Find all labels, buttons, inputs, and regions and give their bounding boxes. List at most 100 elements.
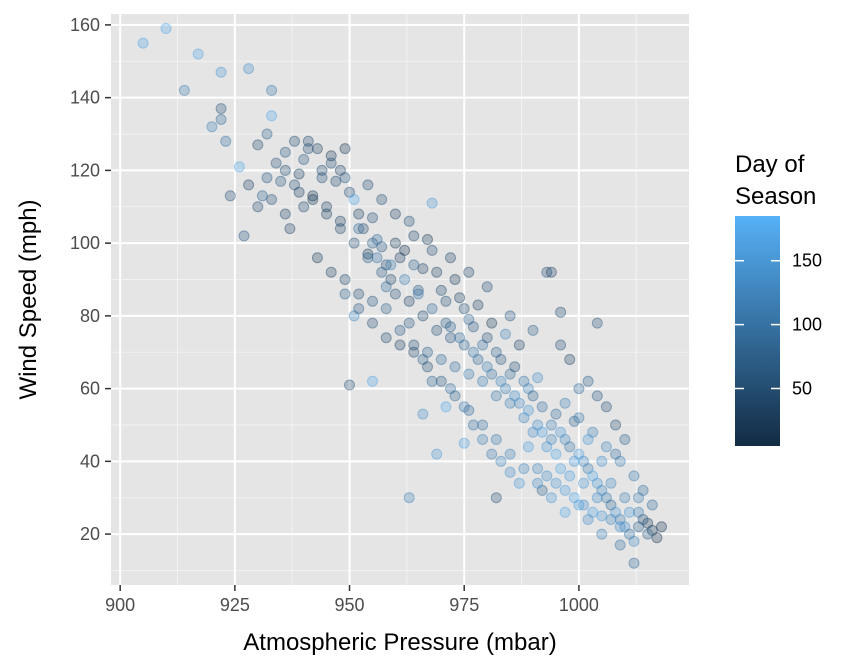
data-point xyxy=(454,332,466,344)
data-point xyxy=(362,252,374,264)
data-point xyxy=(458,339,470,351)
data-point xyxy=(440,295,452,307)
data-point xyxy=(252,201,264,213)
data-point xyxy=(550,408,562,420)
data-point xyxy=(367,295,378,307)
data-point xyxy=(596,528,608,540)
data-point xyxy=(302,143,314,155)
data-point xyxy=(449,361,461,373)
data-point xyxy=(614,455,626,467)
data-point xyxy=(490,434,502,445)
data-point xyxy=(573,499,585,511)
x-axis: 900 925 950 975 1000 xyxy=(105,585,599,615)
data-point xyxy=(380,303,392,315)
data-point xyxy=(623,506,635,518)
data-point xyxy=(596,510,608,522)
data-points xyxy=(137,23,667,569)
x-tick-label: 1000 xyxy=(559,595,599,615)
data-point xyxy=(564,470,576,482)
data-point xyxy=(339,143,351,155)
data-point xyxy=(591,317,603,329)
data-point xyxy=(458,303,470,315)
data-point xyxy=(568,455,580,467)
data-point xyxy=(215,114,227,125)
y-tick-label: 100 xyxy=(70,233,100,253)
data-point xyxy=(371,252,383,264)
data-point xyxy=(224,190,236,202)
data-point xyxy=(431,324,443,336)
major-gridlines xyxy=(111,14,689,585)
data-point xyxy=(527,426,539,438)
data-point xyxy=(509,390,521,402)
data-point xyxy=(389,288,401,300)
data-point xyxy=(633,521,644,533)
data-point xyxy=(389,208,401,220)
data-point xyxy=(559,506,571,518)
data-point xyxy=(490,346,502,358)
color-legend: Day of Season 50 100 150 xyxy=(735,151,822,446)
y-tick-label: 160 xyxy=(70,15,100,35)
y-axis: 20 40 60 80 100 120 140 160 xyxy=(70,15,111,544)
data-point xyxy=(408,346,420,358)
data-point xyxy=(353,223,365,235)
data-point xyxy=(633,492,644,504)
data-point xyxy=(445,321,456,333)
y-tick-label: 120 xyxy=(70,160,100,180)
data-point xyxy=(463,368,475,380)
data-point xyxy=(463,314,475,325)
data-point xyxy=(298,201,310,213)
data-point xyxy=(435,284,447,296)
data-point xyxy=(330,175,342,187)
data-point xyxy=(275,175,287,187)
data-point xyxy=(178,84,190,96)
data-point xyxy=(486,448,498,460)
data-point xyxy=(137,37,149,49)
data-point xyxy=(495,354,507,365)
data-point xyxy=(325,150,337,162)
data-point xyxy=(376,266,388,278)
data-point xyxy=(463,404,475,416)
data-point xyxy=(527,390,539,402)
data-point xyxy=(600,441,612,453)
data-point xyxy=(559,397,571,409)
data-point xyxy=(541,441,553,453)
data-point xyxy=(426,303,438,315)
data-point xyxy=(445,332,456,344)
data-point xyxy=(513,397,525,409)
data-point xyxy=(573,412,585,424)
data-point xyxy=(628,557,640,569)
data-point xyxy=(509,361,521,373)
data-point xyxy=(555,463,567,475)
data-point xyxy=(270,157,282,169)
data-point xyxy=(477,419,489,431)
data-point xyxy=(261,128,273,140)
data-point xyxy=(527,324,539,336)
data-point xyxy=(344,379,355,391)
data-point xyxy=(426,197,438,209)
data-point xyxy=(623,528,635,540)
data-point xyxy=(353,303,365,315)
data-point xyxy=(573,448,585,460)
data-point xyxy=(541,470,553,482)
x-tick-label: 950 xyxy=(335,595,365,615)
data-point xyxy=(339,172,351,184)
data-point xyxy=(504,448,516,460)
data-point xyxy=(279,164,291,176)
data-point xyxy=(422,361,433,373)
data-point xyxy=(513,477,525,489)
data-point xyxy=(619,492,631,504)
data-point xyxy=(578,499,589,511)
data-point xyxy=(334,164,346,176)
data-point xyxy=(371,234,383,245)
data-point xyxy=(233,161,245,173)
data-point xyxy=(477,434,489,445)
data-point xyxy=(596,455,608,467)
data-point xyxy=(605,477,617,489)
data-point xyxy=(591,390,603,402)
data-point xyxy=(220,135,232,147)
data-point xyxy=(399,274,411,285)
data-point xyxy=(289,179,300,191)
data-point xyxy=(160,23,172,34)
data-point xyxy=(311,143,323,155)
